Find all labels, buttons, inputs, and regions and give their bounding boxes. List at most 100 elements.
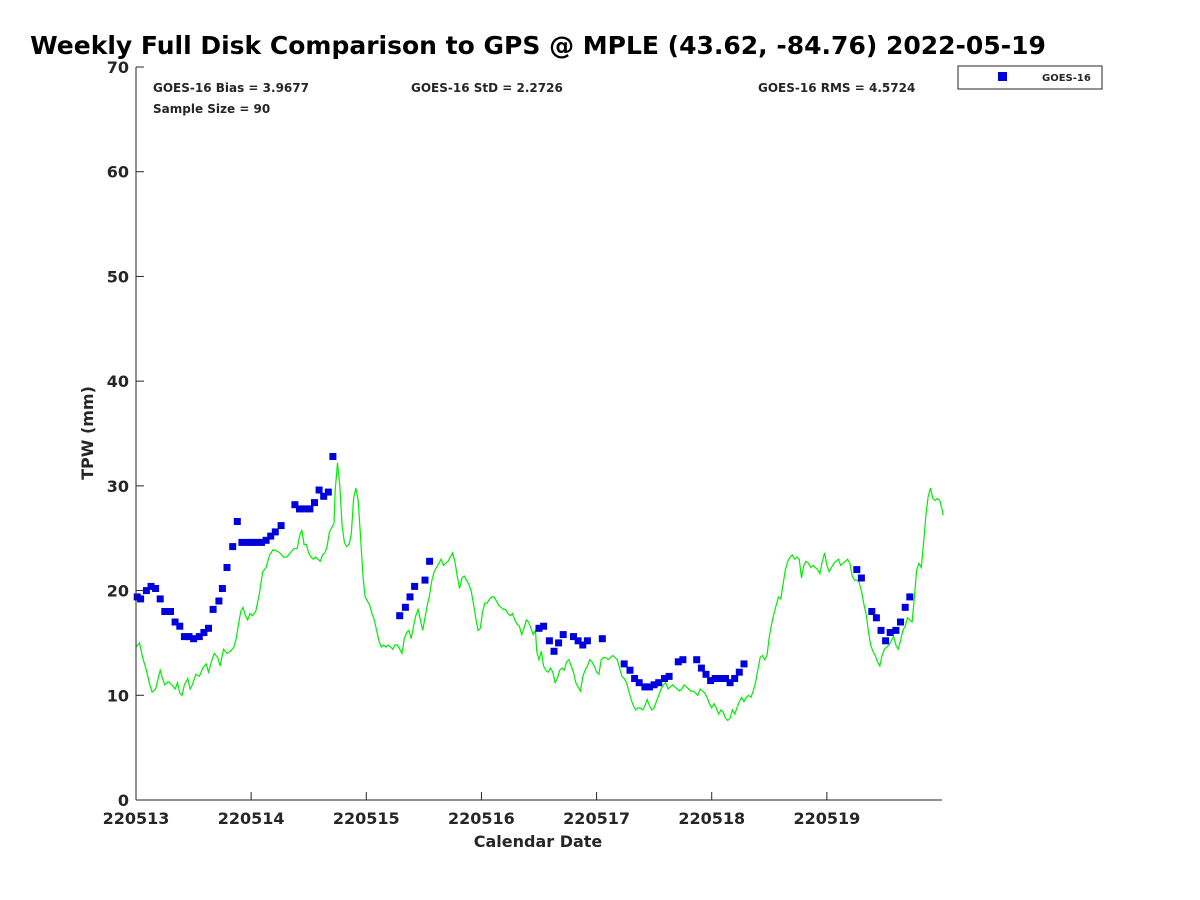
goes16-point: [311, 499, 318, 507]
goes16-point: [324, 488, 332, 496]
goes16-point: [646, 683, 653, 691]
goes16-point: [200, 629, 208, 636]
goes16-point: [258, 538, 265, 546]
goes16-point: [535, 624, 543, 632]
goes16-point: [152, 585, 160, 592]
legend-label: GOES-16: [1042, 73, 1091, 84]
goes16-point: [185, 633, 193, 641]
goes16-point: [161, 608, 169, 615]
goes16-point: [218, 585, 226, 592]
goes16-point: [906, 593, 914, 601]
goes16-point: [740, 660, 748, 668]
goes16-point: [674, 658, 682, 666]
goes16-point: [411, 582, 419, 590]
y-tick-label: 20: [107, 582, 129, 601]
goes16-point: [301, 505, 309, 513]
goes16-point: [579, 641, 587, 649]
goes16-point: [631, 675, 639, 682]
goes16-point: [238, 538, 246, 546]
goes16-point: [215, 597, 223, 605]
goes16-point: [156, 595, 164, 603]
goes16-point: [661, 675, 668, 682]
goes16-point: [598, 635, 606, 643]
goes16-point: [697, 664, 705, 672]
y-tick-label: 60: [107, 163, 129, 182]
goes16-point: [735, 668, 743, 676]
legend-box: [957, 65, 1103, 90]
x-tick-label: 220519: [793, 809, 860, 828]
goes16-point: [726, 679, 734, 687]
y-axis-label: TPW (mm): [78, 386, 97, 480]
goes16-point: [679, 656, 687, 664]
goes16-point: [195, 633, 203, 641]
goes16-point: [396, 612, 404, 620]
goes16-point: [147, 582, 155, 590]
goes16-point: [406, 593, 414, 601]
goes16-point: [315, 486, 323, 494]
x-tick-label: 220517: [563, 809, 630, 828]
x-tick-label: 220513: [103, 809, 170, 828]
y-tick-label: 30: [107, 477, 129, 496]
goes16-point: [296, 505, 303, 513]
gps-line: [135, 462, 944, 722]
y-tick-label: 10: [107, 686, 129, 705]
goes16-point: [872, 614, 880, 622]
goes16-point: [731, 675, 739, 682]
x-tick-label: 220518: [678, 809, 745, 828]
goes16-point: [717, 675, 725, 682]
goes16-point: [550, 647, 558, 655]
goes16-point: [244, 538, 252, 546]
rms-stat: GOES-16 RMS = 4.5724: [758, 81, 915, 95]
goes16-point: [426, 557, 434, 565]
goes16-point: [702, 670, 710, 678]
goes16-point: [190, 635, 198, 643]
goes16-point: [205, 624, 212, 632]
y-tick-labels: 0 10 20 30 40 50 60 70: [107, 58, 129, 810]
goes16-point: [886, 629, 894, 636]
goes16-point: [267, 532, 275, 540]
y-tick-label: 70: [107, 58, 129, 77]
goes16-point: [707, 677, 715, 685]
chart-title: Weekly Full Disk Comparison to GPS @ MPL…: [30, 31, 1046, 60]
goes16-point: [620, 660, 628, 668]
goes16-point: [223, 564, 231, 571]
goes16-point: [868, 608, 876, 615]
goes16-point: [229, 543, 237, 551]
goes16-point: [142, 587, 150, 595]
goes16-point: [655, 679, 663, 687]
bias-stat: GOES-16 Bias = 3.9677: [153, 81, 309, 95]
goes16-point: [306, 505, 314, 513]
goes16-point: [722, 675, 729, 682]
x-tick-label: 220514: [218, 809, 285, 828]
y-tick-label: 50: [107, 267, 129, 286]
goes16-point: [253, 538, 261, 546]
x-tick-label: 220516: [448, 809, 515, 828]
goes16-point: [711, 675, 719, 682]
goes16-point: [401, 603, 409, 611]
goes16-point: [248, 538, 256, 546]
goes16-point: [421, 576, 429, 584]
goes16-point: [329, 453, 337, 460]
goes16-point: [635, 679, 643, 687]
goes16-point: [857, 574, 865, 582]
goes16-point: [897, 618, 904, 626]
goes16-point: [176, 622, 184, 630]
legend: GOES-16: [957, 65, 1103, 90]
axes: [135, 66, 942, 801]
goes16-point: [877, 626, 885, 634]
goes16-point: [540, 622, 548, 630]
plot-area: [136, 67, 942, 800]
x-tick-label: 220515: [333, 809, 400, 828]
goes16-point: [233, 518, 241, 525]
goes16-point: [583, 637, 591, 645]
goes16-point: [892, 626, 900, 634]
goes16-point: [262, 536, 270, 544]
goes16-point: [291, 501, 299, 509]
goes16-point: [555, 639, 563, 647]
goes16-point: [320, 492, 328, 500]
sample-size-stat: Sample Size = 90: [153, 102, 270, 116]
goes16-point: [209, 605, 217, 613]
goes16-point: [650, 681, 658, 689]
goes16-point: [882, 637, 890, 645]
goes16-point: [545, 637, 553, 645]
